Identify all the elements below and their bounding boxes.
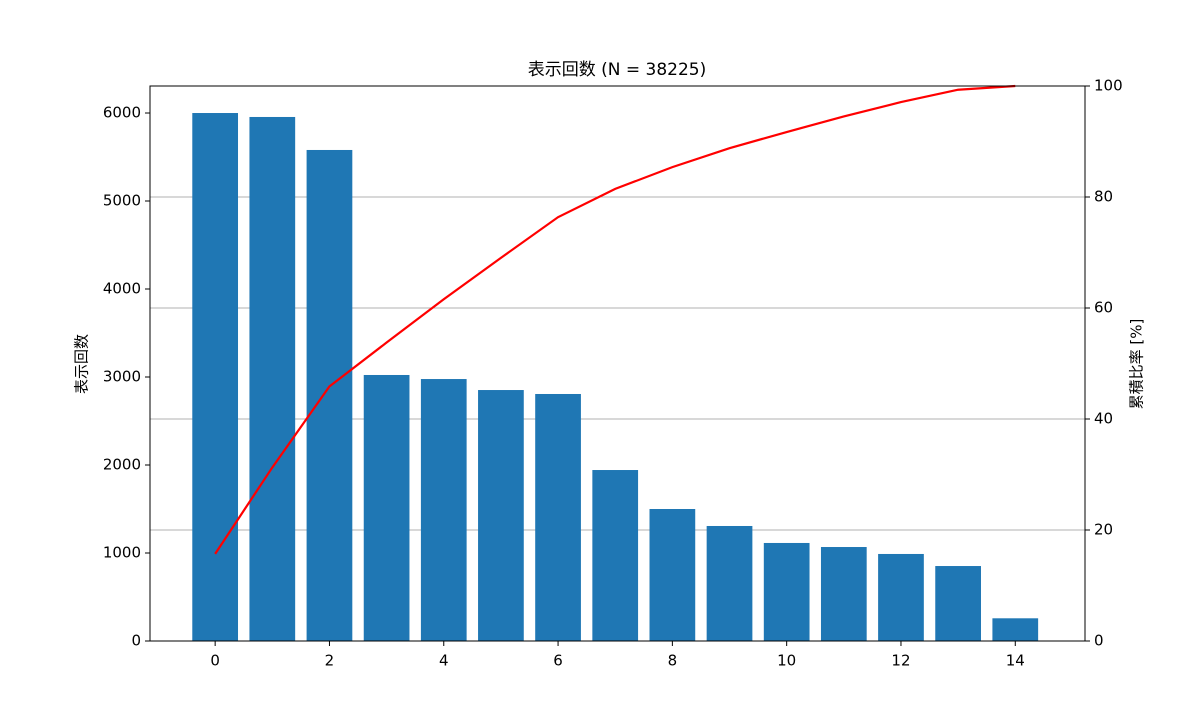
y2-tick-label: 40 xyxy=(1094,410,1113,428)
x-tick-label: 14 xyxy=(1006,652,1025,670)
bar xyxy=(535,393,581,641)
cumulative-line xyxy=(214,84,1016,555)
bar xyxy=(249,116,296,642)
bar xyxy=(992,618,1039,641)
bar xyxy=(763,542,810,641)
bar xyxy=(592,470,639,641)
bar xyxy=(706,525,753,641)
bar xyxy=(363,374,410,641)
bar xyxy=(420,379,467,641)
x-tick-label: 8 xyxy=(668,652,678,670)
chart-title: 表示回数 (N = 38225) xyxy=(528,60,707,80)
y2-axis-label: 累積比率 [%] xyxy=(1128,319,1146,410)
y-tick-label: 4000 xyxy=(103,280,141,298)
y2-tick-label: 0 xyxy=(1094,632,1104,650)
x-tick-label: 0 xyxy=(210,652,220,670)
bar xyxy=(935,566,981,641)
bar xyxy=(820,547,867,641)
bar xyxy=(878,553,924,641)
y2-tick-label: 60 xyxy=(1094,299,1113,317)
x-tick-label: 6 xyxy=(553,652,563,670)
y2-tick-label: 80 xyxy=(1094,188,1113,206)
y-tick-label: 1000 xyxy=(103,544,141,562)
y-tick-label: 2000 xyxy=(103,456,141,474)
y-tick-label: 3000 xyxy=(103,368,141,386)
bar xyxy=(649,509,696,641)
y-axis-label: 表示回数 xyxy=(73,334,91,394)
x-tick-label: 10 xyxy=(777,652,796,670)
x-tick-label: 12 xyxy=(891,652,910,670)
x-tick-label: 2 xyxy=(325,652,335,670)
y-tick-label: 0 xyxy=(131,632,141,650)
x-tick-label: 4 xyxy=(439,652,449,670)
y-tick-label: 6000 xyxy=(103,104,141,122)
plot-frame xyxy=(149,85,1086,642)
bar xyxy=(306,149,353,641)
y2-tick-label: 20 xyxy=(1094,521,1113,539)
bar xyxy=(478,390,524,641)
y2-tick-label: 100 xyxy=(1094,77,1123,95)
bar xyxy=(192,113,239,642)
y-tick-label: 5000 xyxy=(103,192,141,210)
